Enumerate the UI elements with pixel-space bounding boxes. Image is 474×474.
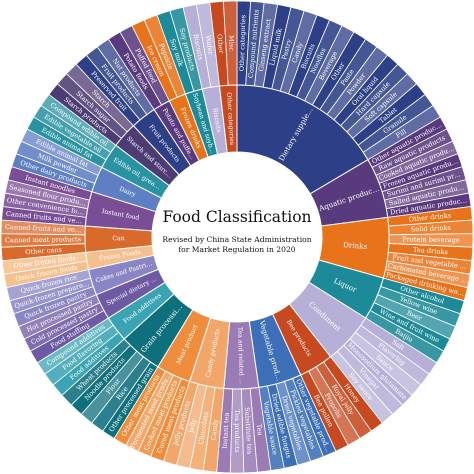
outer-segment-label: Jelly xyxy=(187,418,198,435)
outer-segment-label: Other categories xyxy=(238,14,248,71)
outer-segment-label: Misc xyxy=(227,35,235,51)
outer-segment-label: Tea xyxy=(255,423,264,436)
outer-segment-label: Protein beverage xyxy=(402,235,460,244)
inner-segment-label: Tea and related … xyxy=(236,327,245,384)
inner-segment-label: Other categories xyxy=(225,92,235,145)
outer-segment-label: Wafer xyxy=(204,35,215,56)
inner-segment-label: Biscuits xyxy=(211,107,222,133)
inner-segment-label: Can xyxy=(112,235,125,242)
outer-segment-label: Other cans xyxy=(25,246,63,257)
outer-segment-label: Canned fruits and ve… xyxy=(5,223,82,234)
outer-segment-label: Instant tea xyxy=(221,412,231,449)
outer-segment-label: Solid drinks xyxy=(411,224,452,234)
outer-segment-label: Tea products xyxy=(233,409,241,453)
outer-segment-label: Tea drinks xyxy=(413,246,449,257)
outer-segment-label: Canned meat products xyxy=(5,235,82,244)
outer-segment-label: Substitute tea xyxy=(243,407,254,455)
outer-segment-label: Candy xyxy=(209,418,219,440)
outer-segment-label: Other xyxy=(215,34,225,55)
center-disc xyxy=(152,152,322,322)
inner-segment-label: Drinks xyxy=(343,240,368,251)
inner-ring: Dietary supple…Aquatic produc…DrinksLiqu… xyxy=(84,84,390,390)
